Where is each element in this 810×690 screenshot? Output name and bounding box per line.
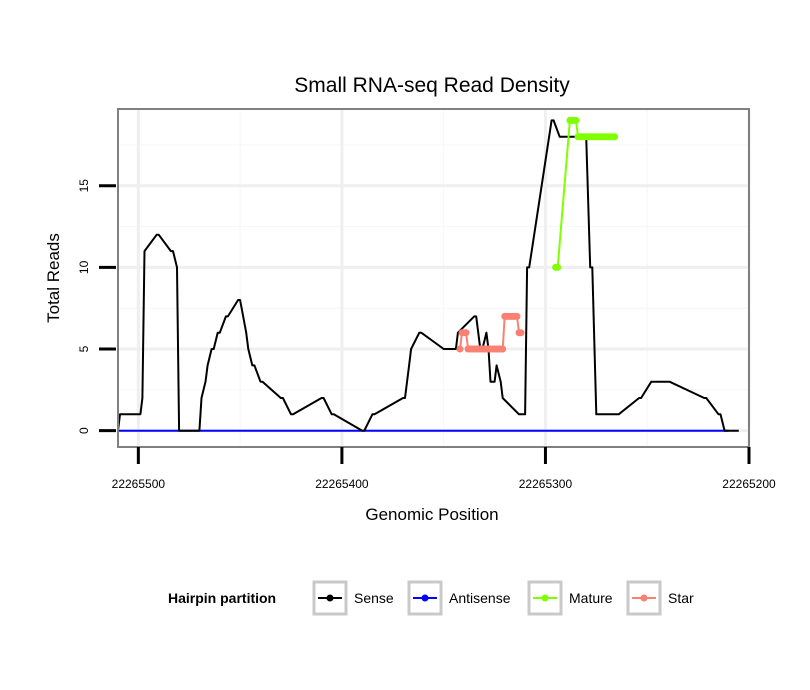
x-tick-label: 22265300 xyxy=(519,477,573,491)
legend-key-point-star xyxy=(640,594,648,602)
legend-title: Hairpin partition xyxy=(168,590,276,606)
legend-key-point-sense xyxy=(326,594,334,602)
x-tick-label: 22265200 xyxy=(722,477,776,491)
legend-label-antisense: Antisense xyxy=(449,590,511,606)
star-point xyxy=(517,329,525,337)
y-tick-label: 5 xyxy=(77,345,91,352)
y-tick-label: 15 xyxy=(77,179,91,193)
star-point xyxy=(456,345,464,353)
series-layer xyxy=(117,116,739,432)
sense-line xyxy=(117,119,739,432)
chart-title: Small RNA-seq Read Density xyxy=(294,74,570,97)
series-star xyxy=(456,312,525,353)
star-point xyxy=(513,312,521,320)
star-point xyxy=(499,345,507,353)
legend-label-star: Star xyxy=(668,590,694,606)
y-axis-title: Total Reads xyxy=(44,233,63,323)
x-axis-title: Genomic Position xyxy=(365,505,498,524)
legend: Hairpin partition Sense Antisense Mature St… xyxy=(168,580,694,616)
mature-point xyxy=(611,133,619,141)
legend-label-mature: Mature xyxy=(569,590,613,606)
x-axis: 22265500 22265400 22265300 22265200 xyxy=(112,447,776,491)
legend-key-point-mature xyxy=(541,594,549,602)
x-tick-label: 22265400 xyxy=(315,477,369,491)
mature-point xyxy=(554,263,562,271)
legend-item-mature: Mature xyxy=(527,580,613,616)
legend-key-point-antisense xyxy=(421,594,429,602)
y-axis: 0 5 10 15 xyxy=(77,179,116,434)
y-tick-label: 0 xyxy=(77,427,91,434)
legend-item-sense: Sense xyxy=(312,580,394,616)
y-tick-label: 10 xyxy=(77,260,91,274)
legend-label-sense: Sense xyxy=(354,590,394,606)
legend-item-antisense: Antisense xyxy=(407,580,511,616)
x-tick-label: 22265500 xyxy=(112,477,166,491)
series-sense xyxy=(117,119,739,432)
series-mature xyxy=(552,116,619,271)
plot-border xyxy=(117,108,750,448)
plot-area xyxy=(117,108,751,448)
mature-point xyxy=(572,116,580,124)
legend-item-star: Star xyxy=(626,580,694,616)
star-point xyxy=(462,329,470,337)
